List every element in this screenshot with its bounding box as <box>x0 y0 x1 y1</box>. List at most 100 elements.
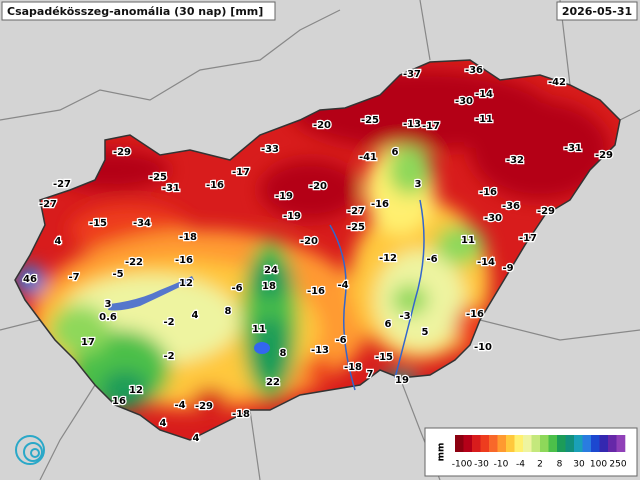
station-value: -14 <box>475 89 493 100</box>
station-value: -6 <box>335 335 346 346</box>
legend-swatch <box>531 435 541 452</box>
legend-label: 100 <box>590 460 607 470</box>
station-value: -25 <box>347 222 365 233</box>
legend-swatch <box>608 435 617 452</box>
station-value: 8 <box>225 306 232 317</box>
station-value: 4 <box>192 310 199 321</box>
station-value: -19 <box>283 211 301 222</box>
legend-swatch <box>489 435 498 452</box>
station-value: -16 <box>206 180 224 191</box>
station-value: 24 <box>264 265 278 276</box>
station-value: -2 <box>163 317 174 328</box>
legend-swatch <box>463 435 473 452</box>
station-value: -17 <box>519 233 537 244</box>
station-value: 8 <box>280 348 287 359</box>
station-value: 11 <box>461 235 475 246</box>
station-value: -16 <box>479 187 497 198</box>
station-value: -36 <box>465 65 483 76</box>
station-value: -36 <box>502 201 520 212</box>
station-value: 4 <box>55 236 62 247</box>
station-value: -16 <box>371 199 389 210</box>
station-value: -20 <box>309 181 327 192</box>
station-value: -7 <box>68 272 79 283</box>
legend-label: -30 <box>474 460 489 470</box>
date-box <box>556 1 638 21</box>
legend-unit: mm <box>437 443 447 462</box>
station-value: -27 <box>53 179 71 190</box>
station-value: -6 <box>231 283 242 294</box>
station-value: 11 <box>252 324 266 335</box>
station-value: 0.6 <box>99 312 117 323</box>
station-value: -30 <box>455 96 473 107</box>
legend-swatch <box>591 435 600 452</box>
station-value: -27 <box>347 206 365 217</box>
river <box>394 199 425 379</box>
station-value: -5 <box>112 269 123 280</box>
station-value: -3 <box>399 311 410 322</box>
station-value: -4 <box>337 280 348 291</box>
station-value: -9 <box>502 263 513 274</box>
station-value: -18 <box>179 232 197 243</box>
title-box <box>1 1 276 21</box>
station-value: 17 <box>81 337 95 348</box>
legend-swatch <box>548 435 558 452</box>
legend-swatch <box>565 435 575 452</box>
station-value: -18 <box>344 362 362 373</box>
station-value: -18 <box>232 409 250 420</box>
station-value: 3 <box>415 179 422 190</box>
legend-swatch <box>480 435 490 452</box>
station-value: -31 <box>162 183 180 194</box>
station-value: 5 <box>422 327 429 338</box>
legend-swatch <box>599 435 609 452</box>
legend-label: -100 <box>452 460 473 470</box>
station-value: 4 <box>160 418 167 429</box>
station-value: -30 <box>484 213 502 224</box>
station-value: 12 <box>129 385 143 396</box>
station-value: -15 <box>375 352 393 363</box>
station-value: -14 <box>477 257 495 268</box>
station-value: -31 <box>564 143 582 154</box>
legend-label: 2 <box>537 460 543 470</box>
station-value: -4 <box>174 400 185 411</box>
legend-label: 8 <box>557 460 563 470</box>
station-value: -20 <box>300 236 318 247</box>
station-value: -29 <box>195 401 213 412</box>
station-value: -29 <box>113 147 131 158</box>
station-value: -25 <box>361 115 379 126</box>
station-value: 46 <box>23 274 37 285</box>
legend-label: -10 <box>494 460 509 470</box>
station-value: -41 <box>359 152 377 163</box>
station-value: -37 <box>403 69 421 80</box>
station-value: -11 <box>475 114 493 125</box>
station-value: 12 <box>179 278 193 289</box>
station-value: -16 <box>307 286 325 297</box>
legend-swatch <box>472 435 481 452</box>
station-value: 6 <box>392 147 399 158</box>
station-value: -34 <box>133 218 151 229</box>
date: 2026-05-31 <box>562 5 632 18</box>
station-value: -29 <box>537 206 555 217</box>
station-value: -17 <box>422 121 440 132</box>
logo <box>15 435 45 465</box>
legend-swatch <box>523 435 532 452</box>
station-value: -32 <box>506 155 524 166</box>
legend-swatch <box>514 435 524 452</box>
river <box>329 224 356 391</box>
station-value: 3 <box>105 299 112 310</box>
station-value: 16 <box>112 396 126 407</box>
station-value: -16 <box>175 255 193 266</box>
station-value: -33 <box>261 144 279 155</box>
legend-swatch <box>540 435 549 452</box>
station-value: -22 <box>125 257 143 268</box>
legend-swatch <box>497 435 507 452</box>
legend-swatch <box>582 435 592 452</box>
station-value: 4 <box>193 433 200 444</box>
station-value: -27 <box>39 199 57 210</box>
station-value: -6 <box>426 254 437 265</box>
title: Csapadékösszeg-anomália (30 nap) [mm] <box>7 5 263 18</box>
station-value: -13 <box>311 345 329 356</box>
station-value: 6 <box>385 319 392 330</box>
station-value: 22 <box>266 377 280 388</box>
legend-swatch <box>616 435 626 452</box>
station-value: -10 <box>474 342 492 353</box>
